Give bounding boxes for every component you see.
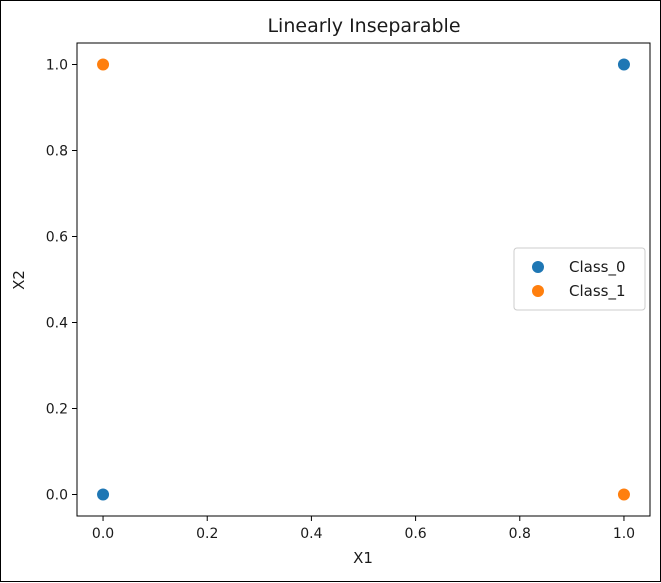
y-axis-label: X2 [10, 270, 28, 290]
point-class-0 [617, 58, 630, 71]
data-points [97, 58, 630, 501]
legend-label: Class_1 [569, 282, 626, 301]
x-tick-label: 0.4 [300, 526, 322, 542]
point-class-1 [97, 58, 110, 71]
y-tick-label: 0.2 [46, 402, 68, 418]
legend-marker-class-0 [532, 261, 544, 273]
y-tick-label: 0.4 [46, 316, 68, 332]
x-tick-label: 0.0 [92, 526, 114, 542]
y-axis-ticks: 0.0 0.2 0.4 0.6 0.8 1.0 [46, 58, 77, 504]
chart-title: Linearly Inseparable [267, 15, 460, 37]
y-tick-label: 1.0 [46, 58, 68, 74]
point-class-1 [617, 488, 630, 501]
legend-marker-class-1 [532, 285, 544, 297]
legend-label: Class_0 [569, 258, 626, 277]
x-tick-label: 0.6 [404, 526, 426, 542]
legend-box [513, 247, 646, 311]
legend: Class_0 Class_1 [513, 247, 646, 311]
x-axis-label: X1 [353, 549, 373, 567]
plot-area-frame [76, 42, 651, 517]
x-axis-ticks: 0.0 0.2 0.4 0.6 0.8 1.0 [92, 516, 635, 542]
point-class-0 [97, 488, 110, 501]
x-tick-label: 0.8 [509, 526, 531, 542]
y-tick-label: 0.0 [46, 488, 68, 504]
x-tick-label: 0.2 [196, 526, 218, 542]
x-tick-label: 1.0 [613, 526, 635, 542]
y-tick-label: 0.6 [46, 230, 68, 246]
y-tick-label: 0.8 [46, 144, 68, 160]
